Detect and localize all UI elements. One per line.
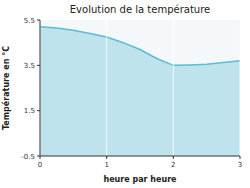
plot-background — [40, 20, 240, 156]
y-tick-label: 5.5 — [24, 17, 35, 25]
area-fill — [40, 27, 240, 156]
y-tick-label: 3.5 — [24, 62, 35, 70]
x-tick-label: 0 — [38, 161, 42, 169]
y-axis-label: Température en °C — [1, 46, 11, 130]
x-axis-label: heure par heure — [103, 175, 177, 184]
data-layer — [40, 27, 240, 156]
y-tick-label: 1.5 — [24, 107, 35, 115]
grid-line-x — [173, 20, 174, 156]
y-tick — [37, 110, 40, 111]
chart: 0 1 2 3 -0.5 1.5 3.5 5.5 Evolution de la tempéra… — [0, 0, 250, 188]
x-tick — [173, 156, 174, 159]
x-tick-label: 1 — [104, 161, 108, 169]
y-tick-label: -0.5 — [21, 153, 35, 161]
y-tick — [37, 65, 40, 66]
x-tick — [240, 156, 241, 159]
grid-line-x — [40, 20, 41, 156]
x-axis-line — [40, 156, 240, 157]
y-tick — [37, 20, 40, 21]
x-tick-label: 2 — [171, 161, 175, 169]
grid-line-x — [106, 20, 107, 156]
x-tick-label: 3 — [238, 161, 242, 169]
area-line — [40, 27, 240, 66]
y-axis-line — [40, 20, 41, 156]
title: Evolution de la température — [70, 4, 210, 15]
y-tick — [37, 156, 40, 157]
x-tick — [106, 156, 107, 159]
grid-line-x — [240, 20, 241, 156]
